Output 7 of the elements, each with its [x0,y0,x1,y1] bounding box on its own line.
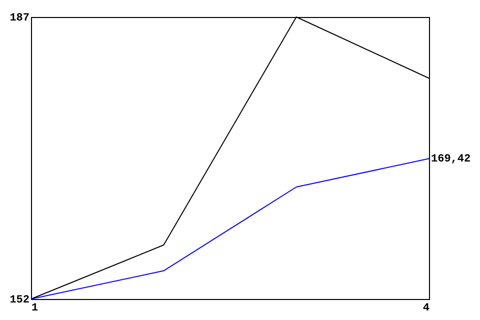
y-tick-label: 152 [10,294,30,306]
data-label: 169,42 [431,154,471,166]
y-tick-label: 187 [10,12,30,24]
x-tick-label: 4 [422,302,430,314]
x-tick-label: 1 [32,302,38,314]
line-series [30,16,430,300]
line-series [30,158,430,300]
